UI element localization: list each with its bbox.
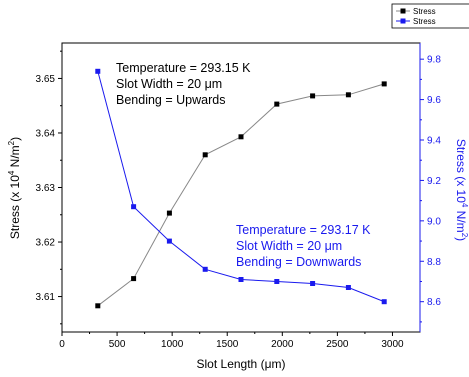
data-point-right (381, 299, 387, 305)
data-point-right (238, 277, 244, 282)
annotation-line: Slot Width = 20 μm (116, 77, 222, 91)
data-point-left (202, 152, 208, 158)
annotation-upwards: Temperature = 293.15 K Slot Width = 20 μ… (116, 61, 251, 107)
legend-marker-blue (400, 18, 406, 24)
data-point-right (202, 266, 208, 272)
x-tick-label: 1000 (161, 339, 184, 350)
x-tick-label: 500 (109, 339, 126, 350)
x-tick-label: 1500 (216, 339, 239, 350)
x-tick-label: 0 (59, 339, 65, 350)
left-tick-label: 3.64 (36, 128, 56, 139)
data-point-right (274, 279, 280, 284)
x-tick-label: 2000 (271, 339, 294, 350)
data-point-left (310, 93, 316, 99)
annotation-line: Bending = Downwards (236, 255, 361, 269)
x-tick-label: 2500 (326, 339, 349, 350)
right-tick-label: 8.8 (427, 257, 441, 268)
annotation-line: Bending = Upwards (116, 93, 225, 107)
x-tick-label: 3000 (381, 339, 404, 350)
legend-box (391, 3, 469, 29)
left-tick-label: 3.63 (36, 183, 56, 194)
right-axis-ticks: 8.6 8.8 9.0 9.2 9.4 9.6 9.8 (420, 55, 441, 323)
legend-marker-black (400, 8, 406, 14)
left-tick-label: 3.62 (36, 238, 56, 249)
left-axis-ticks: 3.61 3.62 3.63 3.64 3.65 (36, 50, 62, 325)
series-line-left (97, 83, 385, 307)
right-y-axis-label: Stress (x 104 N/m2) (454, 139, 469, 241)
data-point-right (131, 204, 137, 210)
right-tick-label: 9.0 (427, 216, 441, 227)
right-tick-label: 9.8 (427, 55, 441, 66)
annotation-line: Temperature = 293.17 K (236, 223, 371, 237)
data-point-right (166, 238, 172, 244)
data-point-right (95, 68, 101, 74)
annotation-downwards: Temperature = 293.17 K Slot Width = 20 μ… (236, 223, 371, 269)
data-point-left (238, 134, 244, 140)
data-point-left (166, 210, 172, 216)
left-tick-label: 3.65 (36, 74, 56, 85)
data-point-left (381, 81, 387, 87)
right-tick-label: 9.6 (427, 95, 441, 106)
series-layer (95, 68, 387, 309)
x-axis-ticks: 0 500 1000 1500 2000 2500 3000 (59, 332, 404, 350)
annotation-line: Temperature = 293.15 K (116, 61, 251, 75)
data-point-right (310, 281, 316, 286)
x-axis-label: Slot Length (μm) (197, 357, 286, 371)
right-tick-label: 9.2 (427, 176, 441, 187)
right-tick-label: 9.4 (427, 136, 441, 147)
legend-label-blue: Stress (413, 17, 436, 26)
left-tick-label: 3.61 (36, 292, 56, 303)
legend: Stress Stress (391, 3, 469, 29)
data-point-left (95, 303, 101, 309)
legend-label-black: Stress (413, 7, 436, 16)
data-point-left (345, 92, 351, 98)
data-point-right (345, 285, 351, 290)
data-point-left (274, 101, 280, 107)
left-y-axis-label: Stress (x 104 N/m2) (7, 137, 22, 239)
data-point-left (131, 276, 137, 282)
annotation-line: Slot Width = 20 μm (236, 239, 342, 253)
right-tick-label: 8.6 (427, 297, 441, 308)
